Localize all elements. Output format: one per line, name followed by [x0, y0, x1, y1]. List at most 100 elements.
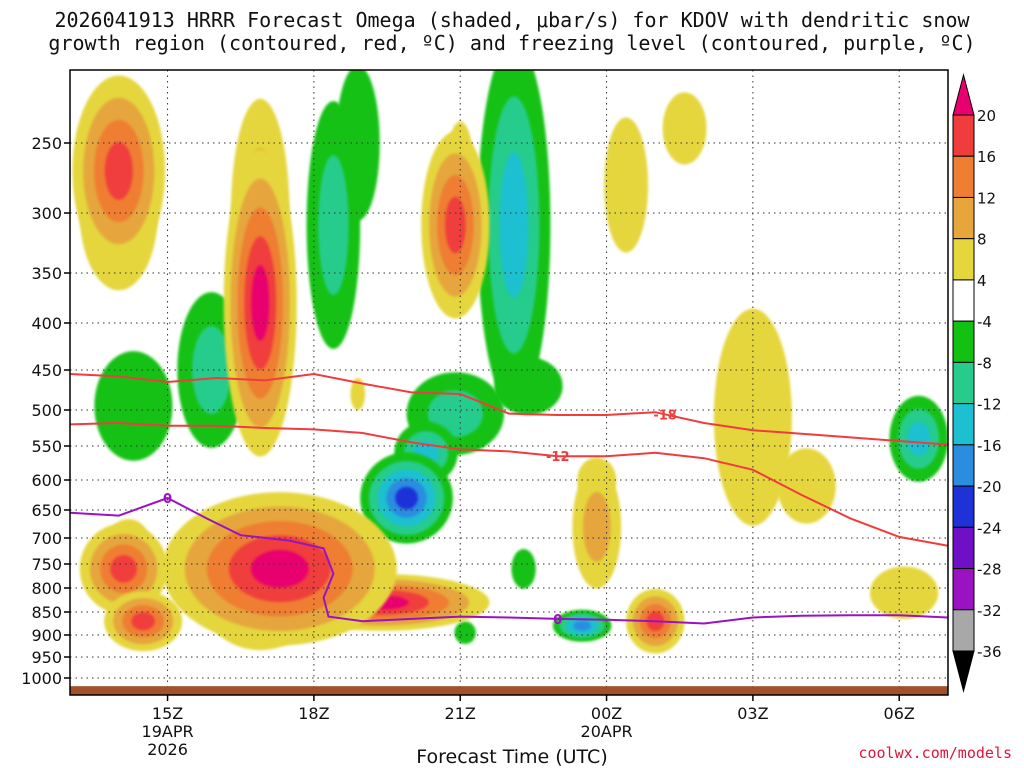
omega-shade-level — [511, 549, 536, 589]
pressure-tick-label: 950 — [31, 648, 62, 667]
time-tick-label: 15Z — [152, 704, 183, 723]
omega-shade-level — [427, 390, 483, 437]
colorbar-label: -28 — [977, 561, 1002, 579]
gridlines — [70, 70, 948, 695]
omega-cell — [104, 591, 183, 652]
omega-cell — [889, 395, 948, 482]
source-credit[interactable]: coolwx.com/models — [858, 744, 1012, 762]
pressure-tick-label: 900 — [31, 626, 62, 645]
pressure-tick-label: 650 — [31, 501, 62, 520]
freezing-level-contour — [70, 496, 948, 625]
colorbar-label: -24 — [977, 519, 1002, 537]
colorbar-label: -8 — [977, 354, 992, 372]
omega-cell — [511, 549, 536, 589]
omega-shade-level — [318, 154, 349, 296]
year-label: 2026 — [147, 740, 188, 759]
omega-shade-level — [131, 612, 155, 631]
pressure-tick-label: 700 — [31, 529, 62, 548]
pressure-tick-label: 400 — [31, 314, 62, 333]
omega-shade-level — [192, 325, 231, 415]
colorbar-label: 16 — [977, 148, 996, 166]
pressure-tick-label: 1000 — [21, 669, 62, 688]
plot-frame — [69, 69, 949, 696]
contour-layer — [70, 372, 948, 625]
omega-cell — [604, 117, 649, 253]
omega-shade-level — [251, 549, 309, 588]
colorbar-bin — [952, 238, 975, 281]
omega-shade-level — [251, 265, 270, 341]
date-label: 19APR — [142, 722, 194, 741]
omega-shade-level — [499, 152, 529, 298]
time-tick-label: 06Z — [884, 704, 915, 723]
colorbar-label: 20 — [977, 107, 996, 125]
colorbar-bin — [952, 403, 975, 446]
pressure-tick-label: 450 — [31, 361, 62, 380]
omega-cell — [421, 131, 490, 319]
time-tick-label: 21Z — [445, 704, 476, 723]
time-tick-label: 18Z — [298, 704, 329, 723]
omega-cell — [72, 75, 166, 267]
colorbar-bin — [952, 196, 975, 240]
colorbar-top-triangle — [952, 73, 975, 116]
omega-shade-level — [662, 92, 707, 165]
contour-label: 0 — [163, 492, 172, 507]
colorbar-bin — [952, 279, 975, 322]
omega-cell — [350, 378, 366, 410]
colorbar-label: 4 — [977, 272, 987, 290]
colorbar-bin — [952, 320, 975, 363]
contour-labels: -18 -12 0 0 — [163, 408, 677, 628]
colorbar-bin — [952, 155, 975, 198]
omega-cell — [869, 566, 939, 620]
pressure-tick-label: 600 — [31, 471, 62, 490]
pressure-tick-label: 300 — [31, 204, 62, 223]
pressure-tick-label: 250 — [31, 134, 62, 153]
date-label: 20APR — [581, 722, 633, 741]
dendritic-contour-minus12 — [70, 421, 948, 547]
omega-shade-level — [350, 378, 366, 410]
terrain-fill — [70, 686, 948, 695]
omega-cell — [662, 92, 707, 165]
pressure-tick-label: 350 — [31, 264, 62, 283]
omega-cell — [572, 465, 622, 589]
colorbar-label: -36 — [977, 643, 1002, 661]
contour-label: -18 — [653, 408, 677, 423]
colorbar-label: -20 — [977, 478, 1002, 496]
time-tick-label: 03Z — [737, 704, 768, 723]
omega-shade-level — [573, 620, 592, 631]
omega-cell — [94, 351, 173, 461]
colorbar-label: -32 — [977, 602, 1002, 620]
omega-cell — [454, 621, 476, 644]
x-axis-label: Forecast Time (UTC) — [416, 746, 608, 768]
colorbar-label: -16 — [977, 437, 1002, 455]
colorbar-bin — [952, 526, 975, 570]
colorbar-bin — [952, 444, 975, 487]
colorbar-label: 8 — [977, 231, 987, 249]
pressure-axis: 250 300 350 400 450 500 550 600 650 700 750 800 850 9… — [21, 134, 70, 688]
omega-shade-level — [445, 196, 466, 254]
colorbar-bin — [952, 361, 975, 405]
colorbar-label: -12 — [977, 396, 1002, 414]
omega-shade-level — [395, 486, 418, 510]
contour-label: 0 — [553, 613, 562, 628]
omega-shade-level — [104, 142, 133, 200]
pressure-tick-label: 750 — [31, 555, 62, 574]
omega-shade-level — [604, 117, 649, 253]
time-tick-label: 00Z — [591, 704, 622, 723]
colorbar-bin — [952, 568, 975, 611]
omega-shade-level — [907, 421, 931, 456]
omega-shade-level — [110, 555, 137, 583]
omega-cell — [306, 101, 361, 349]
colorbar-bin — [952, 114, 975, 157]
omega-shade-level — [454, 621, 476, 644]
colorbar-bottom-triangle — [952, 650, 975, 693]
omega-cell — [360, 452, 453, 544]
contour-label: -12 — [546, 450, 570, 465]
omega-cell — [477, 70, 551, 410]
pressure-tick-label: 500 — [31, 401, 62, 420]
terrain-layer — [70, 686, 948, 695]
dendritic-contour-minus18 — [70, 372, 948, 446]
omega-shade-level — [583, 491, 611, 562]
omega-shade-level — [869, 566, 939, 620]
